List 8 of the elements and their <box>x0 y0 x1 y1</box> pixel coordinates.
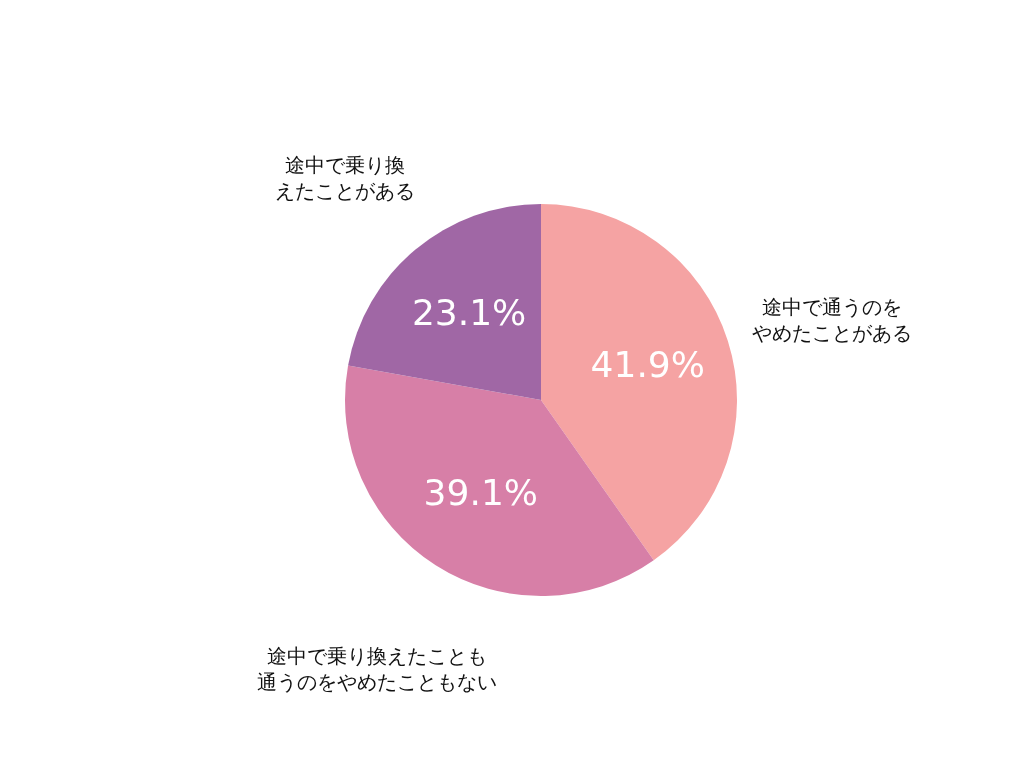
pie-slice <box>541 204 737 561</box>
slice-label: 途中で乗り換えたことがある <box>275 153 416 204</box>
data-label: 39.1% <box>423 472 538 514</box>
slice-label: 途中で通うのをやめたことがある <box>751 295 912 346</box>
data-label: 41.9% <box>590 344 705 386</box>
slice-label: 途中で乗り換えたことも通うのをやめたこともない <box>257 644 498 695</box>
pie-slice <box>348 204 541 400</box>
data-label: 23.1% <box>411 292 527 334</box>
